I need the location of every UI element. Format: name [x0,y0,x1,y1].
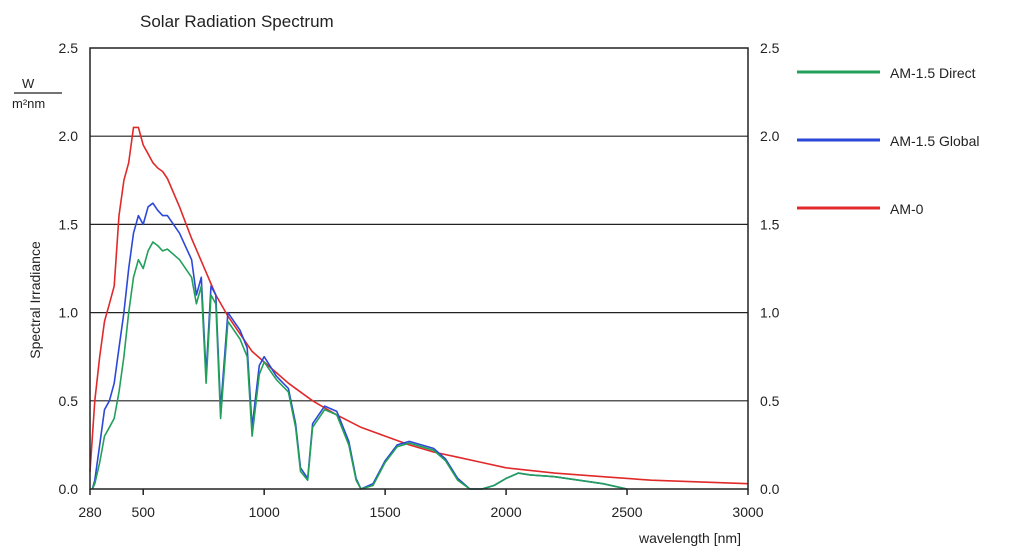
y-axis-label: Spectral Irradiance [27,241,43,359]
y-tick-label-left: 2.5 [59,40,79,56]
x-tick-label: 500 [132,504,156,520]
x-axis-label: wavelength [nm] [638,530,741,546]
y-tick-label-right: 2.5 [760,40,780,56]
x-tick-label: 2500 [611,504,642,520]
series-layer [89,126,749,490]
x-tick-label: 3000 [732,504,763,520]
x-tick-label: 2000 [491,504,522,520]
y-tick-label-right: 1.5 [760,216,780,232]
y-tick-label-left: 0.0 [59,481,79,497]
y-tick-label-right: 2.0 [760,128,780,144]
y-tick-label-right: 1.0 [760,305,780,321]
chart-title: Solar Radiation Spectrum [140,12,334,31]
y-ticks-left: 0.0 0.5 1.0 1.5 2.0 2.5 [59,40,79,497]
y-ticks-right: 0.0 0.5 1.0 1.5 2.0 2.5 [760,40,780,497]
legend: AM-1.5 Direct AM-1.5 Global AM-0 [797,65,979,217]
gridlines [90,135,748,402]
series-line-am-1-5-global [91,202,628,490]
y-tick-label-right: 0.5 [760,393,780,409]
plot-frame [89,47,749,490]
y-tick-label-left: 0.5 [59,393,79,409]
y-tick-label-left: 2.0 [59,128,79,144]
x-ticks: 280 500 1000 1500 2000 2500 3000 [78,489,764,520]
x-tick-label: 1000 [249,504,280,520]
series-line-am-1-5-direct [91,241,628,490]
y-unit-denominator: m²nm [12,96,45,111]
legend-label-am-1-5-direct: AM-1.5 Direct [890,65,976,81]
series-line-am-0 [89,126,749,485]
x-tick-label: 1500 [370,504,401,520]
y-tick-label-right: 0.0 [760,481,780,497]
x-tick-label: 280 [78,504,102,520]
y-unit-numerator: W [22,76,35,91]
legend-label-am-0: AM-0 [890,201,924,217]
y-tick-label-left: 1.0 [59,305,79,321]
legend-label-am-1-5-global: AM-1.5 Global [890,133,979,149]
y-tick-label-left: 1.5 [59,216,79,232]
